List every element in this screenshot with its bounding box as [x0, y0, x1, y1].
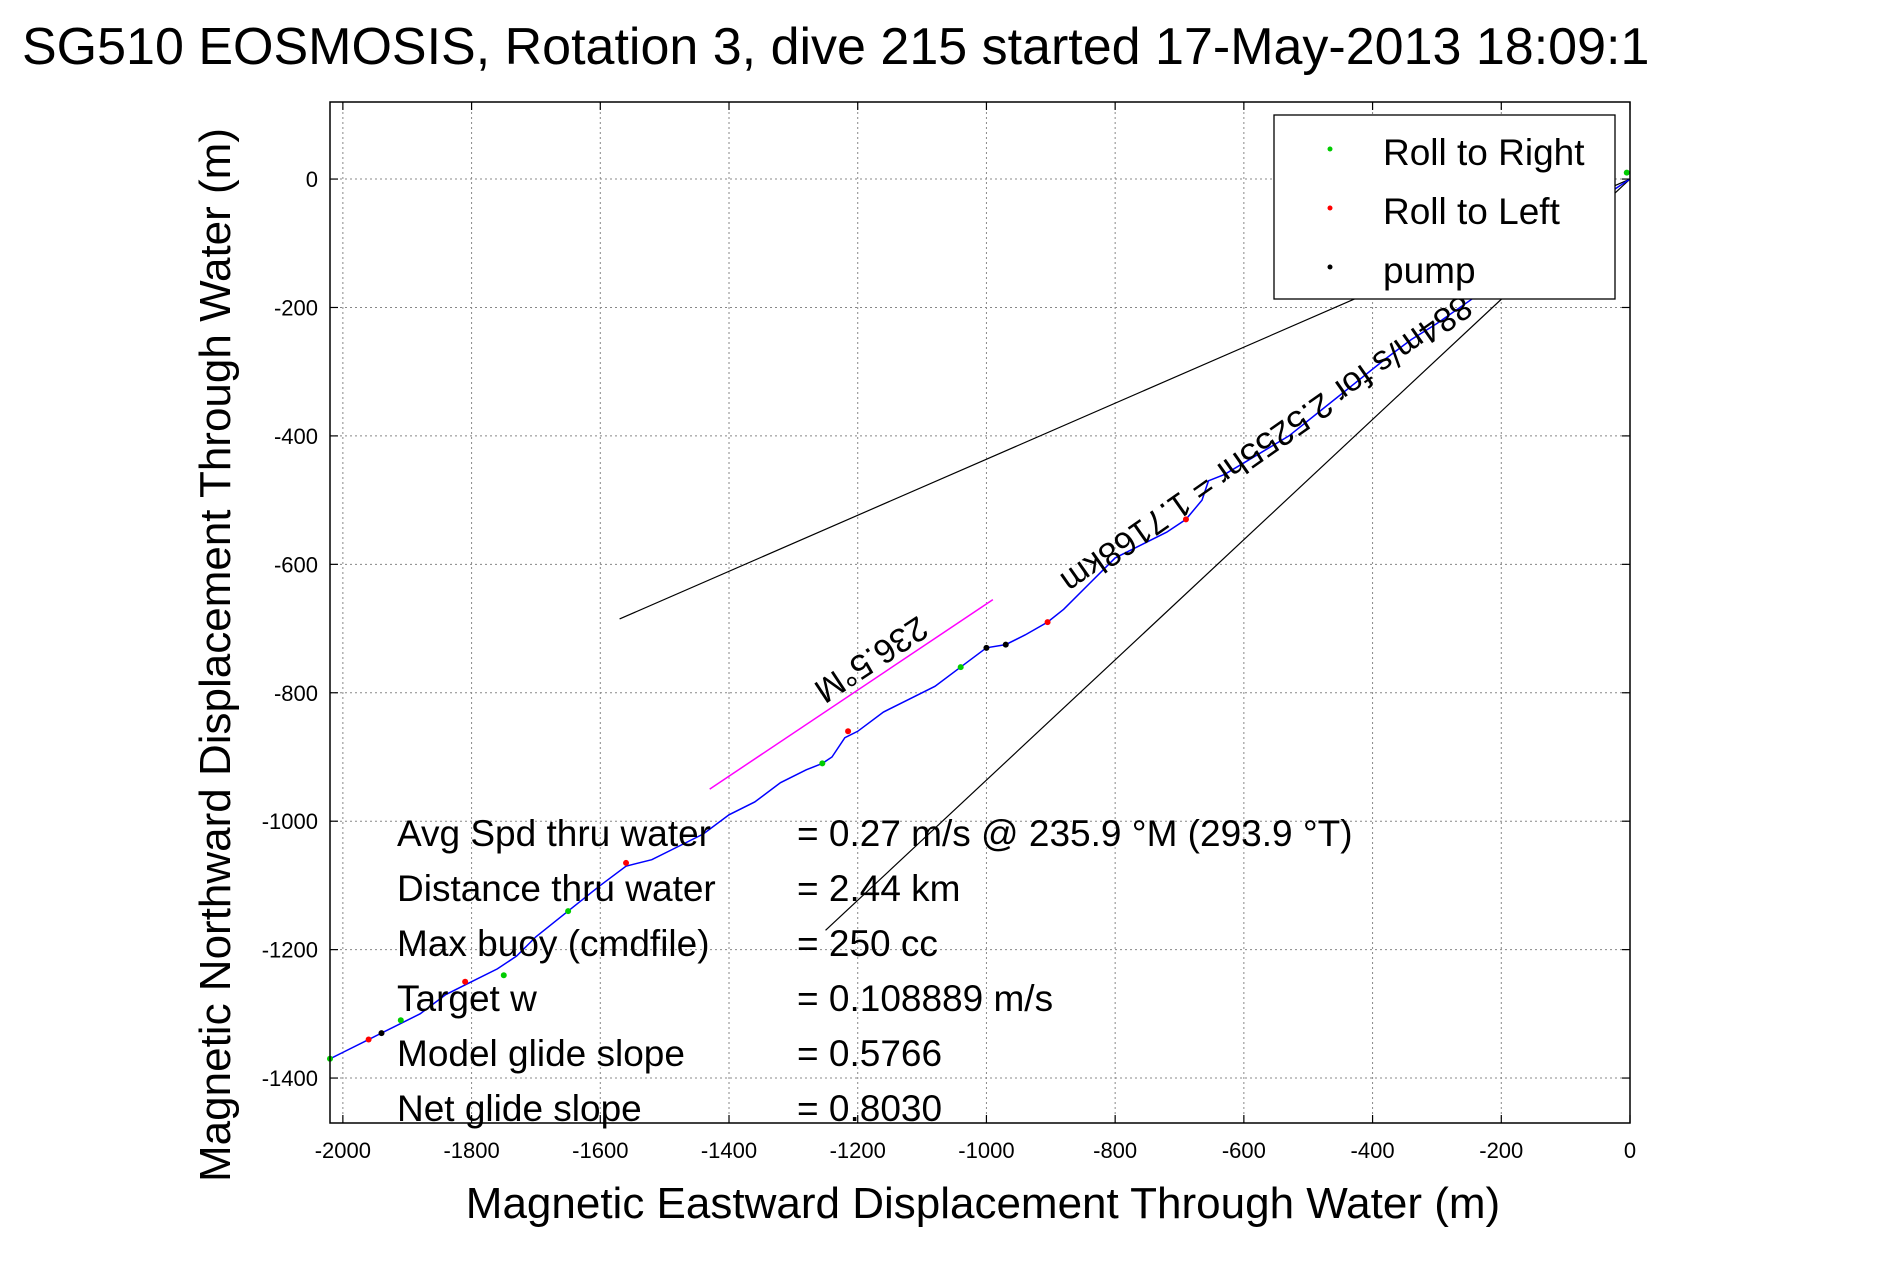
heading-line-line: [709, 599, 994, 790]
x-tick-label: -2000: [315, 1138, 371, 1163]
x-tick-label: -400: [1351, 1138, 1395, 1163]
stat-label: Net glide slope: [397, 1088, 642, 1129]
x-tick-label: -1000: [958, 1138, 1014, 1163]
stat-label: Max buoy (cmdfile): [397, 923, 710, 964]
y-tick-label: -400: [274, 424, 318, 449]
x-axis: -2000 -1800 -1600 -1400 -1200 -1000 -800 -600 -4…: [315, 102, 1636, 1163]
series-group: [329, 178, 1631, 1060]
stat-value: = 0.27 m/s @ 235.9 °M (293.9 °T): [797, 813, 1353, 854]
x-tick-label: -600: [1222, 1138, 1266, 1163]
y-axis: 0 -200 -400 -600 -800 -1000 -1200 -1400: [262, 167, 1630, 1091]
marker-point: [1002, 641, 1009, 648]
legend: Roll to Right Roll to Left pump: [1273, 114, 1616, 300]
marker-point: [1623, 169, 1630, 176]
marker-point: [1044, 619, 1051, 626]
x-tick-label: -1600: [572, 1138, 628, 1163]
x-tick-label: -1400: [701, 1138, 757, 1163]
y-tick-label: -1000: [262, 809, 318, 834]
marker-point: [845, 728, 852, 735]
x-tick-label: 0: [1624, 1138, 1636, 1163]
y-tick-label: -600: [274, 552, 318, 577]
legend-label: Roll to Right: [1383, 132, 1585, 173]
cone-line: [825, 178, 1631, 931]
marker-point: [565, 908, 572, 915]
x-axis-label: Magnetic Eastward Displacement Through W…: [466, 1179, 1500, 1228]
legend-marker: [1327, 264, 1333, 270]
marker-point: [983, 644, 990, 651]
heading-annotation: 236.5°M: [808, 608, 935, 710]
marker-point: [819, 760, 826, 767]
stat-label: Avg Spd thru water: [397, 813, 711, 854]
legend-marker: [1327, 205, 1333, 211]
y-tick-label: -1400: [262, 1066, 318, 1091]
track-line: [329, 178, 1631, 1060]
legend-marker: [1327, 146, 1333, 152]
marker-point: [1182, 516, 1189, 523]
marker-point: [500, 972, 507, 979]
stat-label: Target w: [397, 978, 537, 1019]
x-tick-label: -1800: [443, 1138, 499, 1163]
y-tick-label: -1200: [262, 938, 318, 963]
stat-label: Model glide slope: [397, 1033, 685, 1074]
stat-value: = 0.108889 m/s: [797, 978, 1053, 1019]
y-tick-label: -800: [274, 681, 318, 706]
y-tick-label: 0: [306, 167, 318, 192]
marker-point: [397, 1017, 404, 1024]
x-tick-label: -1200: [830, 1138, 886, 1163]
x-tick-label: -200: [1479, 1138, 1523, 1163]
marker-point: [623, 859, 630, 866]
y-tick-label: -200: [274, 295, 318, 320]
stat-value: = 0.8030: [797, 1088, 942, 1129]
speed-annotation: 884m/s for 2.5255hr = 1.7168km: [1054, 287, 1479, 601]
marker-point: [365, 1036, 372, 1043]
chart-title: SG510 EOSMOSIS, Rotation 3, dive 215 sta…: [22, 18, 1649, 76]
y-axis-label: Magnetic Northward Displacement Through …: [191, 128, 240, 1182]
marker-point: [462, 978, 469, 985]
plot-area: [329, 101, 1631, 1124]
stats-block: Avg Spd thru water = 0.27 m/s @ 235.9 °M …: [397, 813, 1353, 1129]
marker-point: [378, 1030, 385, 1037]
stat-value: = 2.44 km: [797, 868, 961, 909]
stat-value: = 0.5766: [797, 1033, 942, 1074]
marker-point: [957, 664, 964, 671]
stat-value: = 250 cc: [797, 923, 938, 964]
legend-label: pump: [1383, 250, 1476, 291]
legend-label: Roll to Left: [1383, 191, 1561, 232]
stat-label: Distance thru water: [397, 868, 716, 909]
x-tick-label: -800: [1093, 1138, 1137, 1163]
